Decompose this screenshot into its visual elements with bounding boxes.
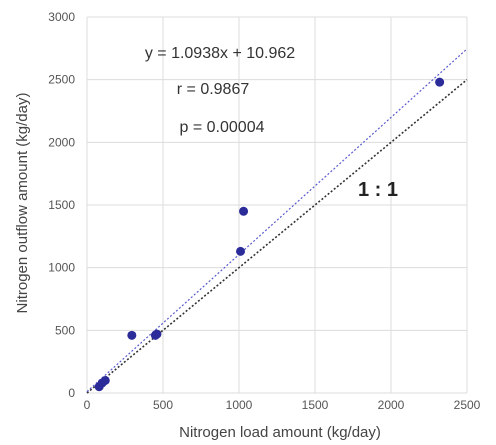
data-point (127, 330, 137, 340)
data-point (239, 206, 249, 216)
y-tick-label: 0 (68, 386, 75, 400)
regression-equation: y = 1.0938x + 10.962 (145, 45, 295, 62)
data-point (100, 375, 110, 385)
correlation-r: r = 0.9867 (177, 81, 250, 98)
fit-lines (86, 48, 468, 394)
x-tick-label: 2000 (378, 398, 405, 412)
regression-line (86, 48, 468, 393)
tick-labels: 0 500 1000 1500 2000 2500 0 500 1000 1500 2000 2500… (48, 10, 480, 412)
y-tick-label: 1500 (48, 198, 75, 212)
p-value: p = 0.00004 (180, 119, 265, 136)
y-tick-label: 1000 (48, 261, 75, 275)
grid-lines (86, 16, 468, 394)
data-points (94, 77, 445, 392)
x-tick-label: 1000 (226, 398, 253, 412)
data-point (236, 246, 246, 256)
y-axis-label: Nitrogen outflow amount (kg/day) (14, 93, 31, 314)
x-tick-label: 0 (84, 398, 91, 412)
y-tick-label: 500 (55, 323, 75, 337)
identity-line (86, 79, 468, 394)
data-point (152, 329, 162, 339)
x-axis-label: Nitrogen load amount (kg/day) (179, 424, 381, 441)
y-tick-label: 3000 (48, 10, 75, 24)
identity-line-label: 1 : 1 (358, 179, 398, 201)
x-tick-label: 500 (153, 398, 173, 412)
y-tick-label: 2500 (48, 73, 75, 87)
y-tick-label: 2000 (48, 135, 75, 149)
x-tick-label: 1500 (302, 398, 329, 412)
data-point (435, 77, 445, 87)
x-tick-label: 2500 (454, 398, 481, 412)
